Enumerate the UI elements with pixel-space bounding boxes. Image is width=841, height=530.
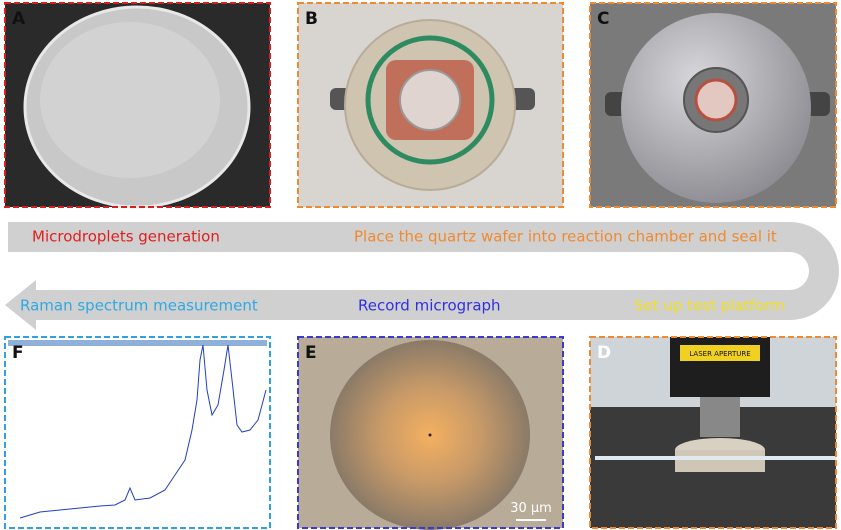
figure: A B C Microdroplets generation Place the… xyxy=(0,0,841,530)
step-label: Raman spectrum measurement xyxy=(20,297,258,315)
panel-letter: B xyxy=(305,9,318,29)
panel-d: LASER APERTURE D xyxy=(590,337,836,528)
panel-letter: C xyxy=(597,9,609,29)
panel-f: F xyxy=(5,337,270,528)
photo-label: LASER APERTURE xyxy=(689,350,750,358)
panel-letter: A xyxy=(12,9,26,29)
panel-b: B xyxy=(298,3,563,207)
step-label: Microdroplets generation xyxy=(32,228,220,246)
panel-e: 30 μm E xyxy=(298,337,563,530)
panel-letter: F xyxy=(12,343,24,363)
panel-letter: D xyxy=(597,343,611,363)
step-label: Set up test platform xyxy=(634,297,785,315)
panel-letter: E xyxy=(305,343,317,363)
panel-a: A xyxy=(5,3,270,207)
scale-bar-label: 30 μm xyxy=(510,501,552,516)
panel-c: C xyxy=(590,3,836,207)
step-label: Place the quartz wafer into reaction cha… xyxy=(354,228,777,246)
step-label: Record micrograph xyxy=(358,297,501,315)
